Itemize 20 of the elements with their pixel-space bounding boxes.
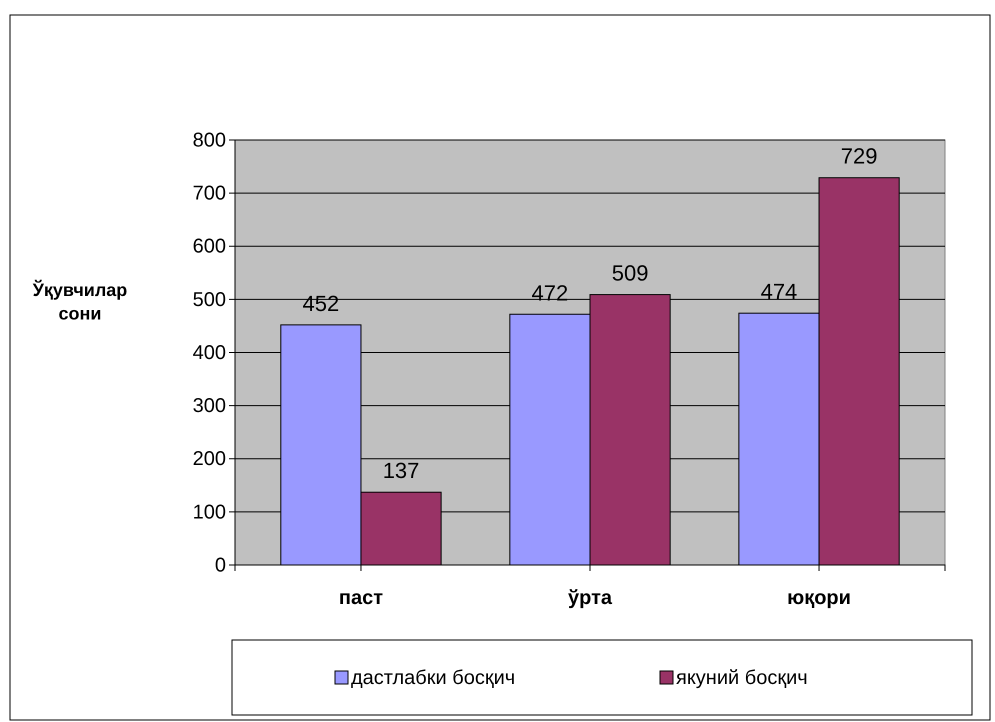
x-tick-label: ўрта xyxy=(568,587,613,609)
y-tick-label: 700 xyxy=(192,182,226,205)
y-tick-label: 100 xyxy=(192,501,226,524)
y-tick-label: 400 xyxy=(192,342,226,364)
y-tick-label: 300 xyxy=(192,395,226,418)
data-label: 474 xyxy=(760,279,798,304)
y-tick-label: 0 xyxy=(214,554,226,576)
legend-label: дастлабки босқич xyxy=(351,667,516,689)
y-tick-label: 500 xyxy=(192,288,226,311)
data-label: 472 xyxy=(532,280,568,306)
data-label: 137 xyxy=(382,458,420,484)
data-label: 509 xyxy=(612,260,648,286)
legend-label: якуний босқич xyxy=(676,667,808,689)
data-label: 729 xyxy=(840,144,878,169)
y-tick-label: 800 xyxy=(192,129,226,152)
y-axis-title: Ўқувчилар сони xyxy=(32,279,128,324)
y-tick-label: 200 xyxy=(192,448,226,470)
y-tick-label: 600 xyxy=(192,236,226,258)
x-tick-label: паст xyxy=(338,587,384,609)
x-tick-label: юқори xyxy=(787,587,851,609)
